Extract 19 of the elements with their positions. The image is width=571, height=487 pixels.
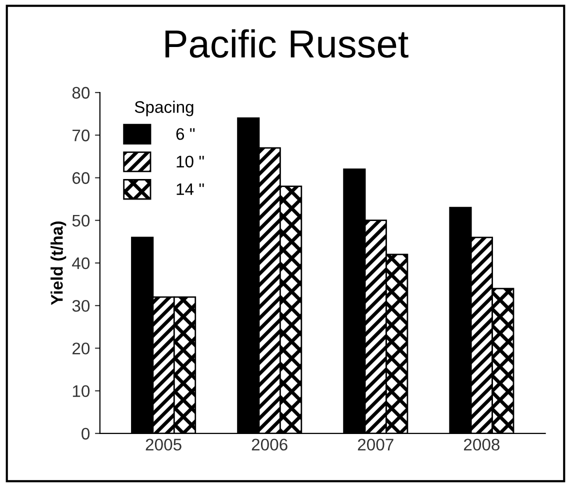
y-tick-label: 80	[72, 86, 90, 99]
x-tick-label: 2008	[464, 438, 500, 451]
legend-label: 6 "	[176, 128, 195, 140]
y-tick-label: 60	[72, 172, 90, 184]
y-tick-label: 70	[72, 130, 90, 142]
y-tick-label: 0	[82, 428, 90, 440]
chart-title: Pacific Russet	[166, 29, 408, 58]
legend-title: Spacing	[134, 100, 194, 116]
y-axis-title: Yield (t/ha)	[50, 222, 66, 305]
x-tick-label: 2006	[252, 438, 288, 451]
y-tick-label: 10	[72, 385, 90, 398]
y-tick-label: 20	[72, 342, 90, 354]
x-tick-label: 2005	[146, 438, 182, 451]
y-tick-label: 30	[72, 300, 90, 312]
legend-label: 14 "	[176, 183, 204, 195]
legend-label: 10 "	[176, 156, 204, 168]
y-tick-label: 40	[72, 257, 90, 270]
x-tick-label: 2007	[358, 438, 394, 451]
y-tick-label: 50	[72, 214, 90, 227]
